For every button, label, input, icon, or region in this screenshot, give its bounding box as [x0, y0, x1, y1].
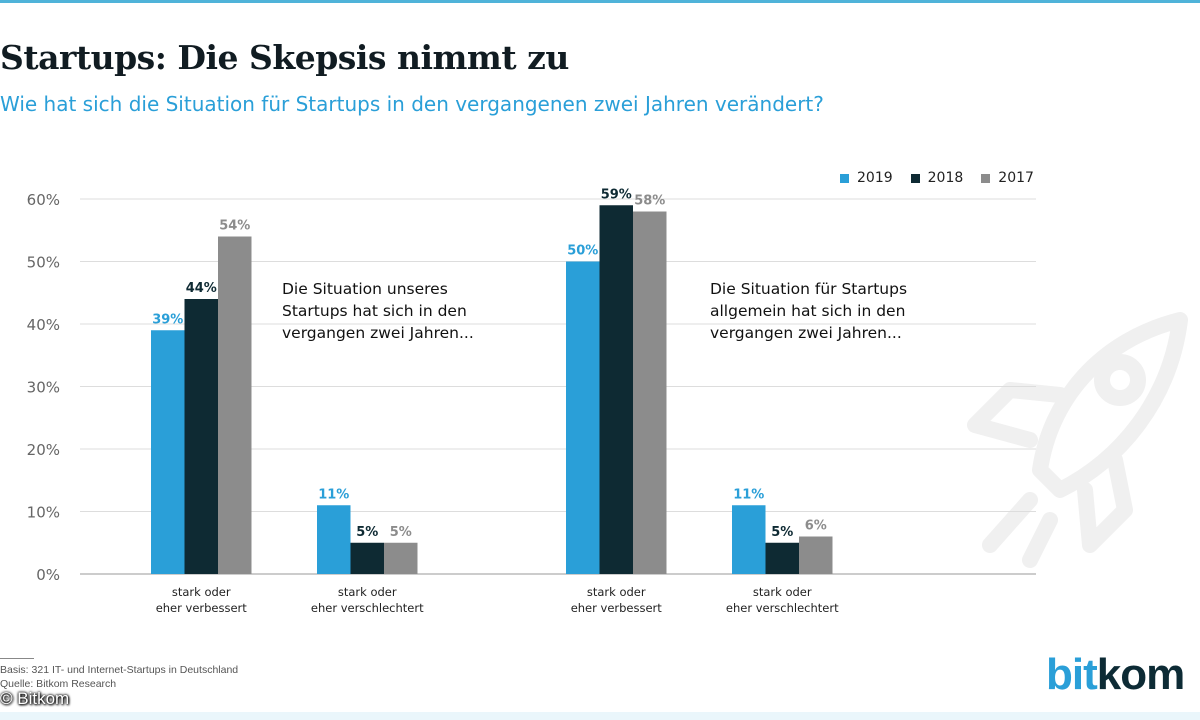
logo-part-bit: bit — [1046, 650, 1098, 699]
category-label: eher verbessert — [571, 601, 663, 615]
y-tick-label: 20% — [27, 441, 60, 459]
footnote-source: Quelle: Bitkom Research — [0, 678, 117, 690]
legend-label-2018: 2018 — [927, 170, 964, 186]
y-tick-label: 30% — [27, 379, 60, 397]
annotation-right: Die Situation für Startups allgemein hat… — [710, 280, 908, 342]
bar-2019 — [566, 261, 600, 574]
legend-item-2018: 2018 — [910, 170, 964, 186]
logo-part-kom: kom — [1096, 650, 1185, 699]
bar-value-label: 59% — [601, 187, 632, 202]
bar-2017 — [384, 542, 418, 574]
bar-2018 — [599, 205, 633, 574]
legend-swatch-2019 — [840, 173, 849, 183]
bar-2018 — [765, 542, 799, 574]
legend-item-2017: 2017 — [981, 170, 1034, 186]
y-tick-label: 50% — [27, 254, 60, 272]
legend-swatch-2017 — [981, 173, 991, 183]
legend-label-2017: 2017 — [998, 170, 1034, 186]
chart-subtitle: Wie hat sich die Situation für Startups … — [0, 92, 824, 116]
bar-2017 — [799, 536, 833, 574]
category-label: eher verbessert — [156, 601, 248, 615]
footnote-basis: Basis: 321 IT- und Internet-Startups in … — [0, 664, 239, 676]
bar-value-label: 5% — [771, 525, 793, 540]
category-label: eher verschlechtert — [311, 601, 424, 615]
bar-2017 — [218, 236, 252, 574]
y-tick-label: 60% — [27, 191, 60, 209]
bottom-rule — [0, 712, 1200, 720]
bar-value-label: 11% — [318, 487, 349, 502]
category-label: stark oder — [172, 585, 231, 599]
top-rule — [0, 0, 1200, 3]
chart-title: Startups: Die Skepsis nimmt zu — [0, 38, 569, 77]
category-label: stark oder — [587, 585, 646, 599]
category-label: stark oder — [753, 585, 812, 599]
bar-value-label: 54% — [219, 219, 250, 234]
category-label: eher verschlechtert — [726, 601, 839, 615]
copyright-watermark: © Bitkom — [0, 689, 70, 708]
bar-value-label: 6% — [805, 519, 827, 534]
legend-swatch-2018 — [910, 173, 920, 183]
legend-item-2019: 2019 — [840, 170, 893, 186]
chart-legend: 2019 2018 2017 — [840, 170, 1034, 186]
bar-2019 — [317, 505, 351, 574]
rocket-icon — [967, 312, 1188, 568]
legend-label-2019: 2019 — [857, 170, 893, 186]
footnote-rule — [0, 658, 34, 659]
y-tick-label: 10% — [27, 504, 60, 522]
bar-2018 — [184, 299, 218, 574]
bitkom-logo: bitkom — [1046, 650, 1185, 700]
y-tick-label: 0% — [36, 566, 60, 584]
category-label: stark oder — [338, 585, 397, 599]
bar-value-label: 39% — [152, 312, 183, 327]
bar-value-label: 5% — [356, 525, 378, 540]
bar-2018 — [350, 542, 384, 574]
bar-2019 — [732, 505, 766, 574]
bar-value-label: 58% — [634, 194, 665, 209]
y-tick-label: 40% — [27, 316, 60, 334]
bar-value-label: 44% — [186, 281, 217, 296]
annotation-left: Die Situation unseres Startups hat sich … — [282, 280, 474, 342]
bar-value-label: 11% — [733, 487, 764, 502]
bar-2019 — [151, 330, 185, 574]
bar-2017 — [633, 211, 667, 574]
bar-value-label: 5% — [390, 525, 412, 540]
bar-value-label: 50% — [567, 244, 598, 259]
